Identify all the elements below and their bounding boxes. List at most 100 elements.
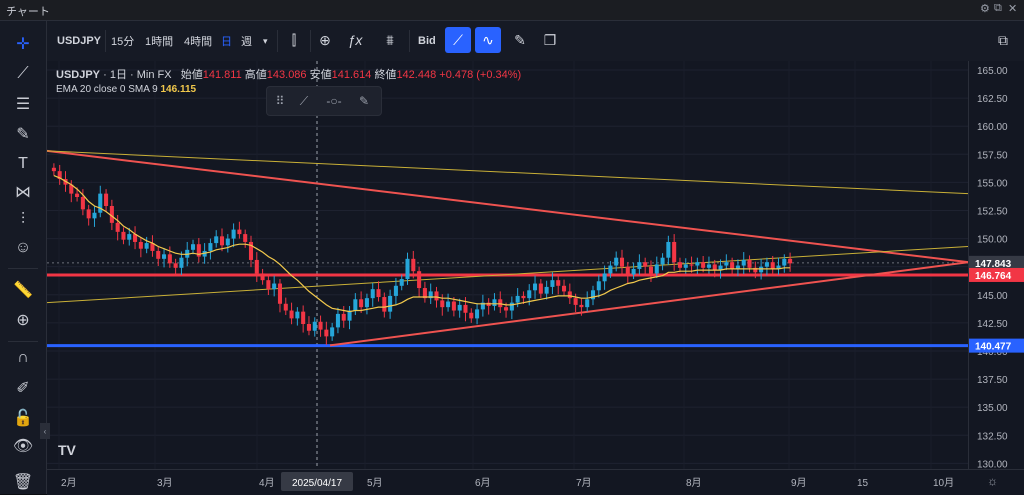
time-tick-label: 5月 bbox=[367, 477, 383, 489]
indicators-icon[interactable]: ƒx bbox=[347, 32, 363, 48]
candle-body bbox=[51, 167, 56, 172]
pattern-icon[interactable]: ⋈ bbox=[15, 184, 31, 201]
chevron-down-icon[interactable]: ▾ bbox=[263, 35, 268, 46]
candles-icon[interactable]: ⫿ bbox=[291, 31, 297, 48]
close-icon[interactable]: ✕ bbox=[1008, 3, 1018, 15]
candle-body bbox=[712, 264, 717, 271]
lock-icon[interactable]: 🔓 bbox=[13, 410, 33, 427]
stay-drawing-icon[interactable]: ✐ bbox=[16, 380, 30, 397]
interval-4h[interactable]: 4時間 bbox=[184, 36, 213, 48]
forecast-icon[interactable]: ⫶ bbox=[20, 211, 25, 228]
candle-body bbox=[666, 241, 671, 258]
price-tick-label: 142.50 bbox=[977, 319, 1008, 330]
price-chart[interactable] bbox=[47, 61, 968, 469]
candle-body bbox=[75, 193, 80, 197]
layout-icon[interactable]: ❐ bbox=[543, 31, 557, 48]
templates-icon[interactable]: ⩩ bbox=[386, 31, 394, 48]
horizontal-ray-icon[interactable]: -○- bbox=[326, 94, 342, 108]
line-chart-icon[interactable]: ⟋ bbox=[445, 27, 471, 53]
candle-body bbox=[619, 257, 625, 267]
crosshair-icon[interactable]: ✛ bbox=[16, 36, 30, 53]
high-label: 高値 bbox=[244, 69, 267, 81]
candle-body bbox=[567, 291, 572, 299]
change-value: +0.478 (+0.34%) bbox=[439, 69, 522, 81]
candle-body bbox=[561, 285, 567, 292]
text-icon[interactable]: T bbox=[18, 155, 28, 172]
chart-pane[interactable] bbox=[47, 61, 968, 469]
candle-body bbox=[440, 300, 445, 308]
candle-body bbox=[689, 264, 694, 266]
candle-body bbox=[370, 289, 375, 299]
drawing-toolbar: ✛ ⟋ ☰ ✎ T ⋈ ⫶ ☺ 📏 ⊕ ∩ ✐ 🔓 👁 🗑 bbox=[0, 21, 47, 494]
interval-1d-icon[interactable]: 日 bbox=[221, 36, 232, 48]
trendline-icon[interactable]: ⟋ bbox=[17, 65, 29, 82]
bid-toggle[interactable]: Bid bbox=[418, 35, 436, 47]
candle-body bbox=[457, 304, 462, 311]
candle-body bbox=[115, 222, 120, 232]
legend-timeframe: 1日 bbox=[109, 69, 127, 81]
time-axis-labels: 2月 3月 4月 5月 6月 7月 8月 9月 15 10月 2025/04/17 bbox=[61, 472, 954, 491]
candle-body bbox=[167, 254, 172, 264]
candle-body bbox=[631, 268, 636, 275]
price-label-text: 146.764 bbox=[975, 271, 1012, 282]
crosshair-date-label: 2025/04/17 bbox=[292, 478, 342, 489]
brush-clear-icon[interactable]: ✎ bbox=[514, 31, 526, 48]
brush-icon[interactable]: ✎ bbox=[16, 126, 30, 143]
eye-icon[interactable]: 👁 bbox=[12, 438, 34, 455]
candle-body bbox=[515, 295, 520, 303]
indicator-legend[interactable]: EMA 20 close 0 SMA 9 146.115 bbox=[56, 84, 196, 95]
ema-line bbox=[53, 175, 791, 313]
interval-1h[interactable]: 1時間 bbox=[145, 36, 174, 48]
toolbar-divider bbox=[277, 30, 278, 52]
time-tick-label: 8月 bbox=[686, 477, 702, 489]
emoji-icon[interactable]: ☺ bbox=[14, 239, 32, 256]
low-value: 141.614 bbox=[331, 69, 372, 81]
settings-icon[interactable]: ☼ bbox=[987, 474, 998, 488]
price-legend: USDJPY · 1日 · Min FX 始値141.811 高値143.086… bbox=[56, 69, 522, 81]
toolbar-divider bbox=[310, 30, 311, 52]
candle-body bbox=[324, 329, 329, 337]
candle-body bbox=[643, 262, 648, 267]
trash-icon[interactable]: 🗑 bbox=[12, 474, 34, 491]
zoom-in-icon[interactable]: ⊕ bbox=[16, 312, 30, 329]
brush-icon[interactable]: ✎ bbox=[358, 94, 370, 108]
symbol-search[interactable]: USDJPY bbox=[57, 35, 102, 47]
candle-body bbox=[80, 197, 85, 210]
drag-handle-icon[interactable]: ⠿ bbox=[275, 94, 285, 108]
interval-15m[interactable]: 15分 bbox=[111, 36, 135, 48]
popout-icon[interactable]: ⧉ bbox=[994, 2, 1002, 14]
candle-body bbox=[538, 283, 543, 294]
interval-week[interactable]: 週 bbox=[241, 36, 252, 48]
waveform-icon[interactable]: ∿ bbox=[475, 27, 501, 53]
candle-body bbox=[306, 324, 311, 331]
candle-body bbox=[480, 302, 485, 310]
settings-icon[interactable]: ⚙ bbox=[980, 3, 990, 15]
multi-layout-icon[interactable]: ⧉ bbox=[998, 31, 1008, 48]
price-tick-label: 132.50 bbox=[977, 431, 1008, 442]
fib-retracement-icon[interactable]: ☰ bbox=[15, 96, 31, 113]
time-tick-label: 15 bbox=[857, 478, 869, 489]
time-axis[interactable]: 2月 3月 4月 5月 6月 7月 8月 9月 15 10月 2025/04/17 ☼ bbox=[47, 469, 1024, 495]
candle-body bbox=[254, 259, 259, 274]
candle-body bbox=[573, 298, 578, 305]
price-label-text: 140.477 bbox=[975, 342, 1012, 353]
candle-body bbox=[648, 266, 654, 274]
candle-body bbox=[208, 243, 213, 251]
candle-body bbox=[770, 262, 775, 269]
candle-body bbox=[330, 327, 335, 337]
price-axis[interactable]: 130.00132.50135.00137.50140.00142.50145.… bbox=[968, 61, 1024, 469]
candle-body bbox=[283, 303, 288, 311]
candle-body bbox=[788, 258, 793, 264]
compare-icon[interactable]: ⊕ bbox=[319, 31, 331, 48]
candle-body bbox=[156, 250, 161, 259]
candle-body bbox=[614, 257, 619, 266]
ray-icon[interactable]: ⟋ bbox=[299, 93, 309, 108]
candle-body bbox=[382, 297, 387, 312]
candle-body bbox=[417, 271, 422, 289]
ruler-icon[interactable]: 📏 bbox=[13, 282, 33, 299]
magnet-icon[interactable]: ∩ bbox=[17, 349, 29, 366]
collapse-toolbar-icon[interactable]: ‹ bbox=[40, 423, 50, 439]
price-label-box bbox=[969, 255, 1024, 270]
candle-body bbox=[214, 236, 219, 244]
price-tick-label: 145.00 bbox=[977, 291, 1008, 302]
